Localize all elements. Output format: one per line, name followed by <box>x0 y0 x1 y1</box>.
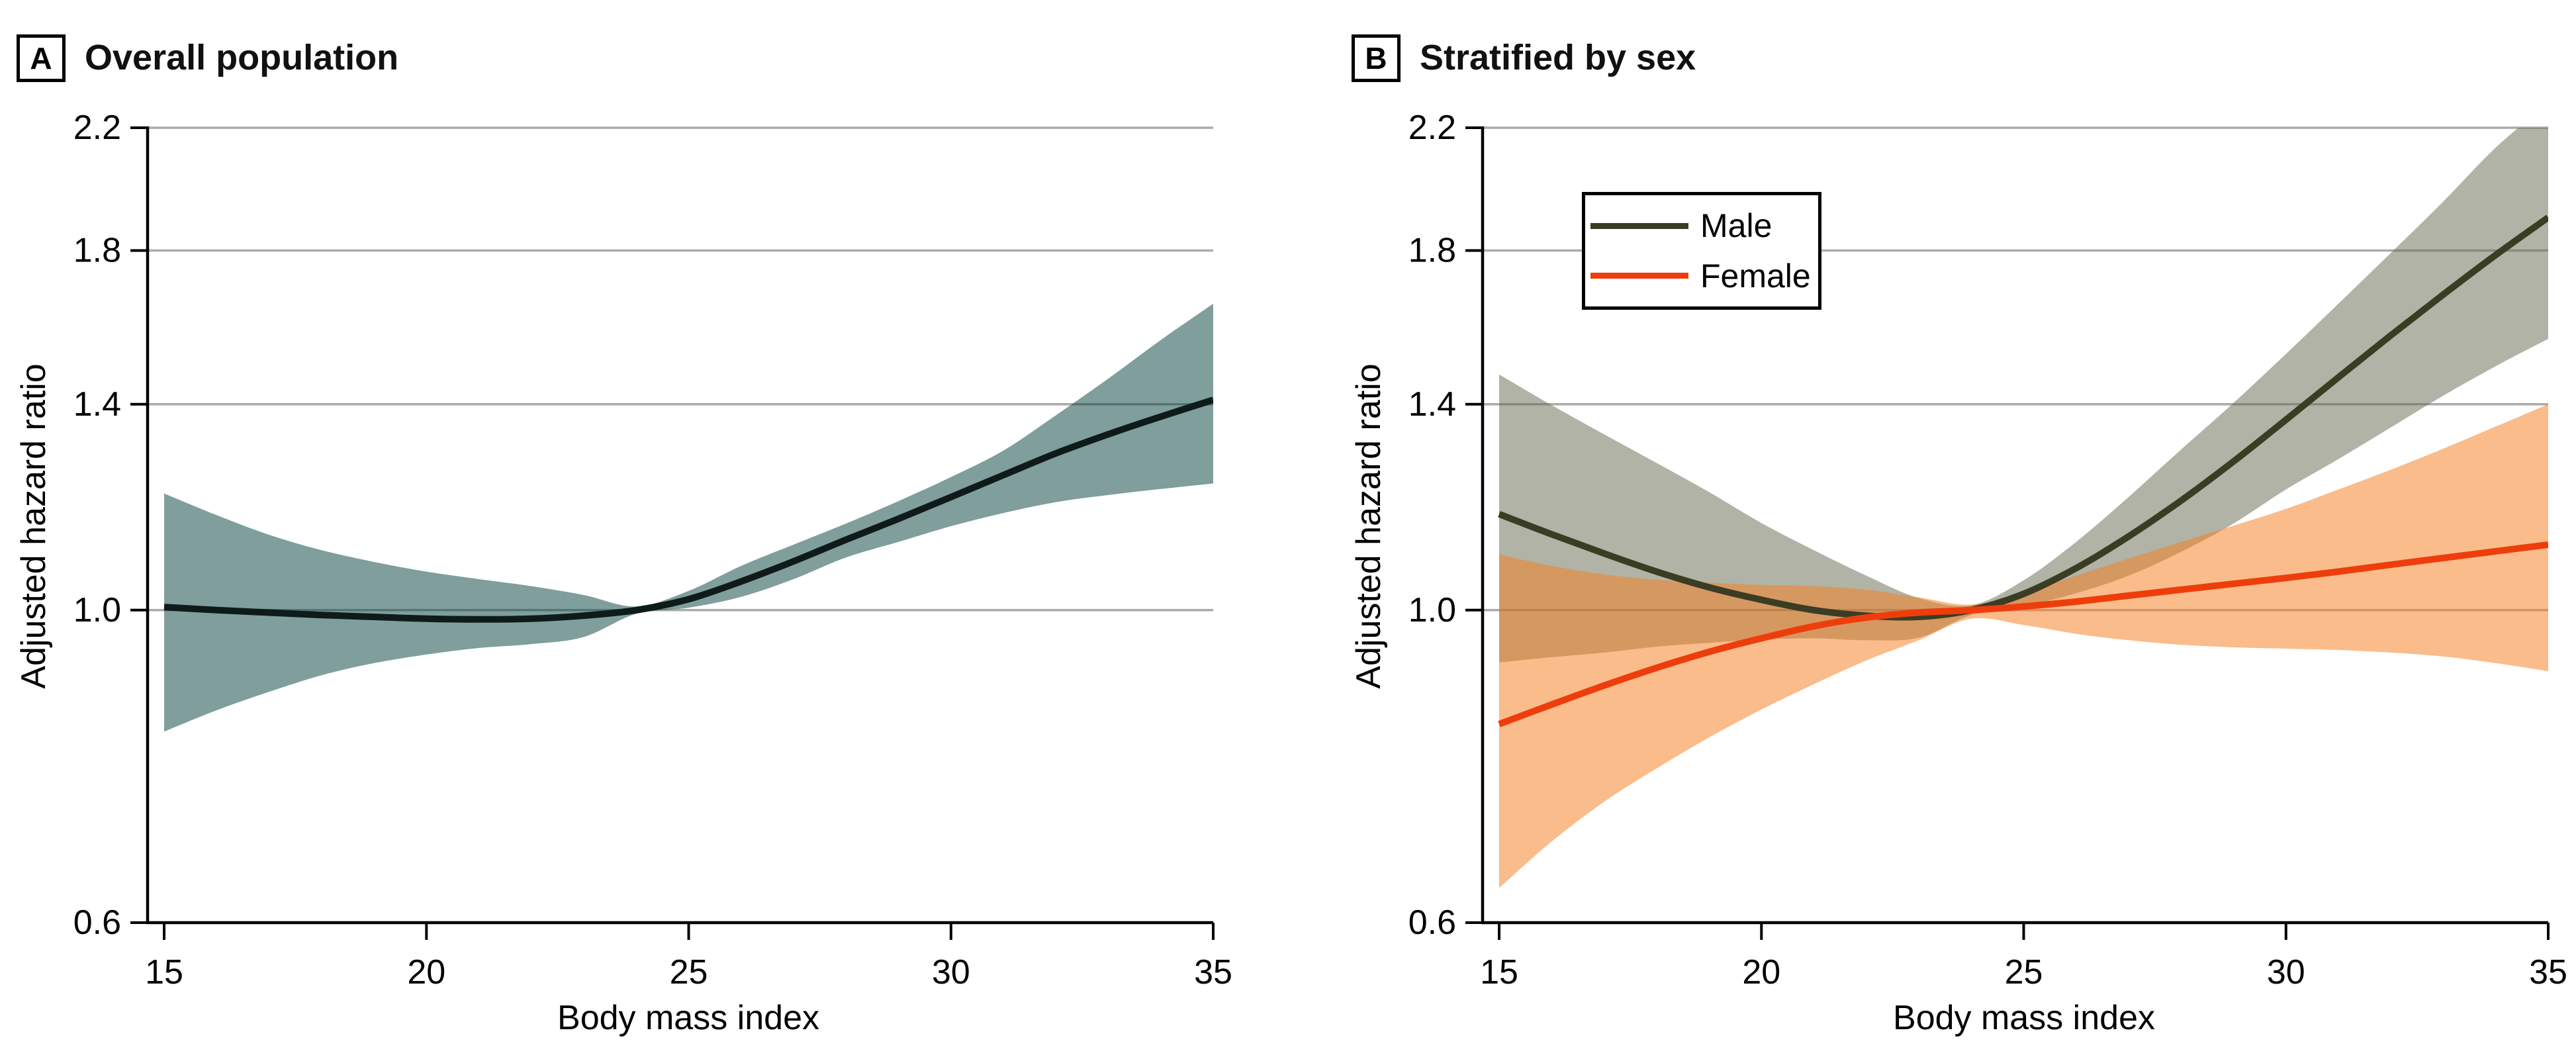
legend-label-female: Female <box>1700 257 1811 295</box>
panel-b-y-axis-title: Adjusted hazard ratio <box>1350 363 1388 689</box>
y-tick-label: 0.6 <box>1408 903 1456 942</box>
panel-a-x-axis-title: Body mass index <box>557 999 819 1037</box>
panel-a-label: A <box>17 34 66 82</box>
panel-b-x-axis-title: Body mass index <box>1893 999 2155 1037</box>
legend-item-male: Male <box>1585 207 1818 245</box>
y-tick-label: 1.0 <box>73 591 121 629</box>
axes <box>1481 126 2548 925</box>
legend-item-female: Female <box>1585 257 1818 295</box>
x-ticks: 15 20 25 30 35 <box>145 923 1232 991</box>
panel-a-chart: 0.6 1.0 1.4 1.8 2.2 15 20 25 30 35 <box>73 109 1232 991</box>
y-ticks: 0.6 1.0 1.4 1.8 2.2 <box>73 109 148 942</box>
panel-b-title: Stratified by sex <box>1420 38 1696 77</box>
panel-b-label: B <box>1352 34 1401 82</box>
x-tick-label: 15 <box>1480 953 1518 991</box>
y-tick-label: 1.8 <box>73 232 121 270</box>
x-tick-label: 20 <box>1742 953 1780 991</box>
panel-b-chart: 0.6 1.0 1.4 1.8 2.2 15 20 25 30 35 <box>1408 109 2567 991</box>
y-tick-label: 1.0 <box>1408 591 1456 629</box>
panel-a-y-axis-title: Adjusted hazard ratio <box>15 363 53 689</box>
hazard-ratio-lines <box>1498 214 2548 727</box>
x-tick-label: 30 <box>2267 953 2305 991</box>
y-tick-label: 1.4 <box>73 385 121 424</box>
x-tick-label: 15 <box>145 953 183 991</box>
x-tick-label: 30 <box>932 953 970 991</box>
confidence-bands <box>1499 128 2548 888</box>
y-tick-label: 1.4 <box>1408 385 1456 424</box>
x-tick-label: 35 <box>2529 953 2567 991</box>
confidence-bands <box>164 303 1213 732</box>
y-ticks: 0.6 1.0 1.4 1.8 2.2 <box>1408 109 1483 942</box>
x-ticks: 15 20 25 30 35 <box>1480 923 2567 991</box>
x-tick-label: 25 <box>2005 953 2043 991</box>
legend: Male Female <box>1582 192 1821 310</box>
y-tick-label: 0.6 <box>73 903 121 942</box>
x-tick-label: 20 <box>407 953 445 991</box>
y-tick-label: 2.2 <box>1408 109 1456 147</box>
x-tick-label: 25 <box>670 953 708 991</box>
y-tick-label: 2.2 <box>73 109 121 147</box>
female-line-swatch <box>1590 273 1688 279</box>
male-line-swatch <box>1590 222 1688 229</box>
panel-a-title: Overall population <box>85 38 399 77</box>
y-tick-label: 1.8 <box>1408 232 1456 270</box>
axes <box>146 126 1213 925</box>
hazard-ratio-lines <box>163 396 1213 623</box>
legend-label-male: Male <box>1700 207 1772 245</box>
gridlines <box>148 126 1213 612</box>
x-tick-label: 35 <box>1194 953 1232 991</box>
